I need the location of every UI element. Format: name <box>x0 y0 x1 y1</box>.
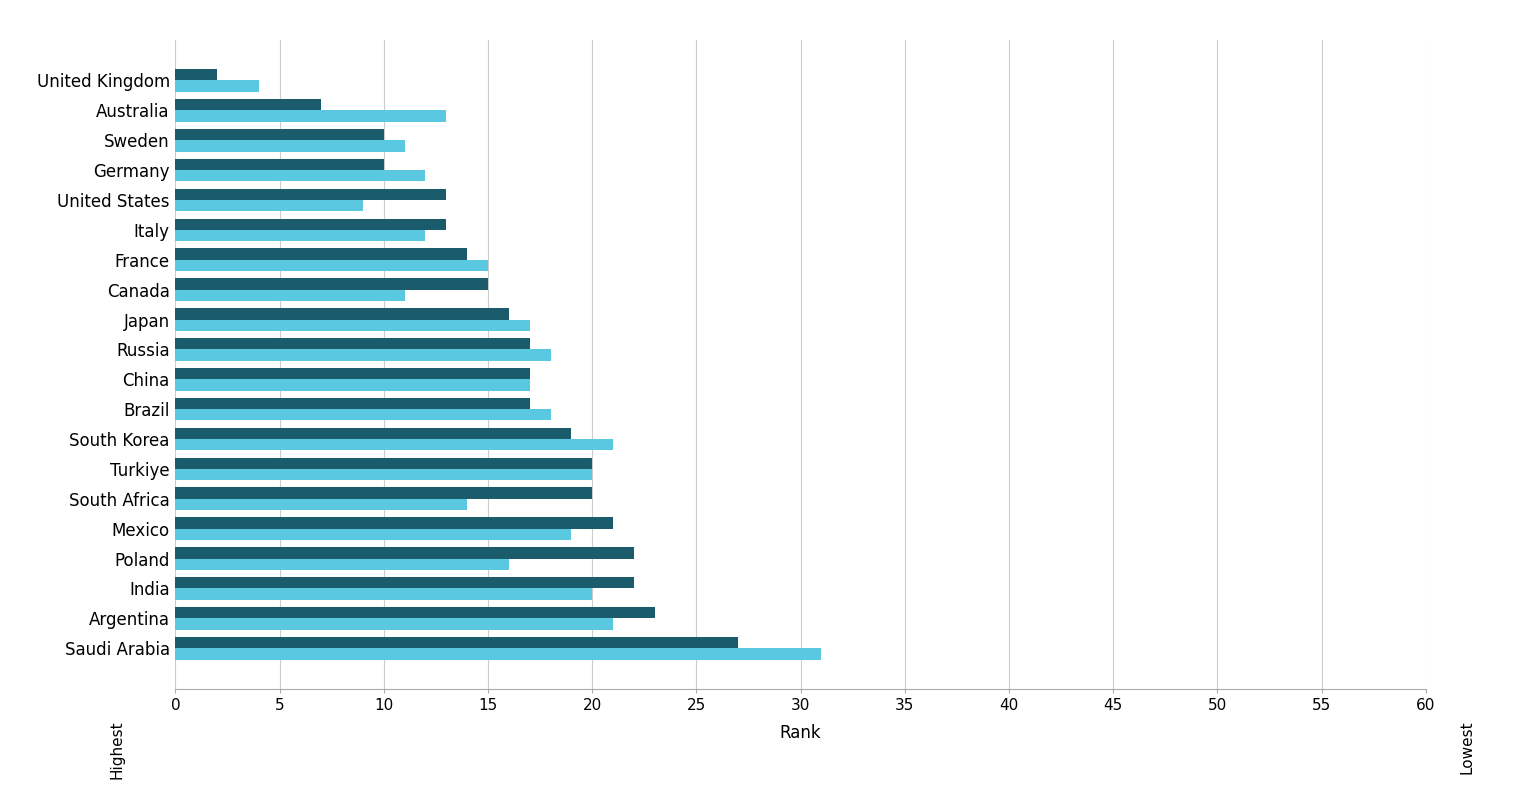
Bar <box>175 517 613 528</box>
Bar <box>175 439 613 451</box>
Bar <box>175 319 529 331</box>
Bar <box>175 219 447 230</box>
Bar <box>175 648 822 660</box>
Bar <box>175 349 551 360</box>
Bar <box>175 260 488 271</box>
Bar <box>175 188 447 200</box>
Bar <box>175 499 467 510</box>
Bar <box>175 69 217 81</box>
Bar <box>175 338 529 349</box>
Bar <box>175 140 404 151</box>
Bar <box>175 409 551 421</box>
Bar <box>175 81 259 92</box>
Bar <box>175 129 384 140</box>
Bar <box>175 458 592 469</box>
Bar <box>175 487 592 499</box>
Bar <box>175 588 592 600</box>
Text: Lowest: Lowest <box>1459 721 1475 775</box>
Bar <box>175 230 425 242</box>
Bar <box>175 558 509 570</box>
Bar <box>175 158 384 170</box>
Bar <box>175 99 322 110</box>
Bar <box>175 577 634 588</box>
Bar <box>175 170 425 181</box>
Bar <box>175 249 467 260</box>
Bar <box>175 278 488 290</box>
Text: Highest: Highest <box>110 721 125 779</box>
Bar <box>175 110 447 122</box>
Bar <box>175 528 572 540</box>
Bar <box>175 308 509 319</box>
Bar <box>175 379 529 390</box>
Bar <box>175 290 404 301</box>
Bar <box>175 368 529 379</box>
X-axis label: Rank: Rank <box>779 724 822 742</box>
Bar <box>175 428 572 439</box>
Bar <box>175 607 654 619</box>
Bar <box>175 547 634 558</box>
Bar <box>175 619 613 630</box>
Bar <box>175 200 363 211</box>
Bar <box>175 398 529 409</box>
Bar <box>175 469 592 480</box>
Bar <box>175 637 738 648</box>
